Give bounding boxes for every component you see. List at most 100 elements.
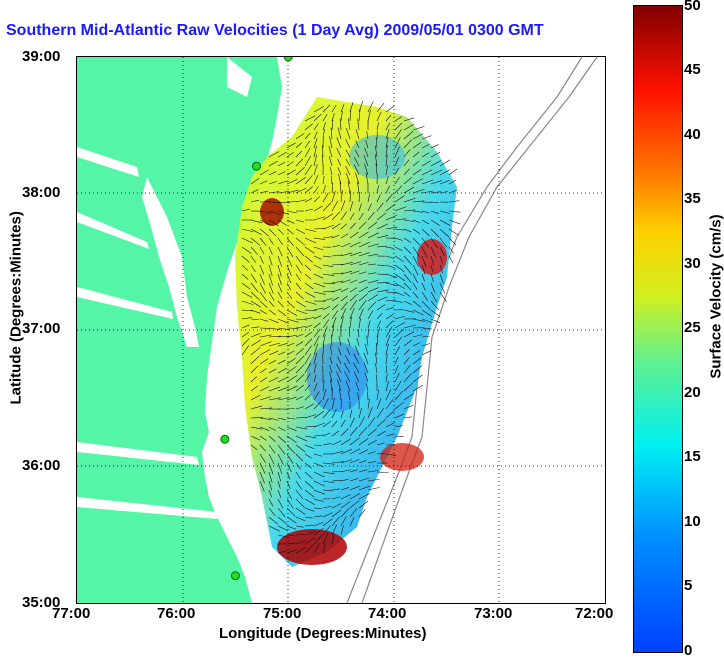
velocity-vector [331,211,341,221]
velocity-vector [277,426,286,432]
velocity-vector [421,144,430,149]
velocity-vector [403,139,412,149]
velocity-vector [358,509,366,518]
gridlines [77,57,605,603]
velocity-vector [304,115,316,122]
isobath [361,57,598,603]
velocity-vector [286,273,292,284]
velocity-vector [385,136,389,149]
velocity-vector [430,300,440,311]
velocity-vector [403,264,412,275]
velocity-vector [286,498,294,509]
velocity-vector [349,485,360,491]
velocity-vector [241,255,250,263]
velocity-vector [304,345,312,356]
velocity-vector [331,516,340,527]
velocity-vector [331,503,342,509]
velocity-vector [375,137,378,149]
velocity-vector [295,158,304,167]
velocity-vector [340,487,350,491]
velocity-vector [259,246,265,255]
velocity-vector [304,148,311,158]
velocity-vector [286,246,294,258]
velocity-vector [250,435,261,441]
velocity-vector [322,290,335,293]
velocity-vector [376,304,386,311]
velocity-vector [277,210,290,215]
velocity-vector [421,300,431,310]
velocity-vector [313,527,324,536]
xtick: 75:00 [263,605,302,622]
velocity-vector [367,451,376,455]
velocity-vector [259,169,269,176]
velocity-vector [394,425,403,428]
velocity-vector [412,200,425,203]
velocity-vector [286,516,297,524]
velocity-vector [304,462,312,469]
velocity-vector [268,368,277,374]
velocity-vector [259,349,271,356]
velocity-vector [286,282,292,291]
velocity-vector [349,507,358,518]
velocity-vector [304,237,317,244]
velocity-vector [259,480,265,492]
velocity-vector [367,407,373,419]
velocity-vector [286,169,296,176]
velocity-vector [286,189,299,194]
velocity-vector [358,318,361,329]
velocity-vector [374,145,378,158]
velocity-vector [331,524,337,536]
velocity-vector [331,397,335,410]
velocity-vector [366,131,369,140]
velocity-vector [259,417,272,420]
velocity-vector [250,309,261,314]
velocity-vector [268,219,279,227]
velocity-vector [394,129,402,140]
velocity-vector [367,101,374,113]
velocity-vector [241,324,250,329]
velocity-vector [259,386,270,392]
colorbar-tick: 25 [684,319,701,336]
velocity-vector [340,525,344,536]
velocity-vector [268,480,273,491]
map-plot-area[interactable] [76,56,606,604]
velocity-vector [313,543,320,554]
velocity-vector [295,264,302,274]
velocity-vector [250,318,259,321]
velocity-vector [268,191,280,194]
velocity-vector [322,543,326,554]
velocity-vector [358,426,368,437]
velocity-vector [331,430,339,437]
low-velocity-patch [307,342,367,412]
velocity-vector [295,426,308,430]
velocity-vector [349,448,361,455]
velocity-vector [349,212,355,221]
velocity-vector [313,145,317,158]
velocity-vector [331,534,335,545]
velocity-vector [259,180,268,185]
velocity-vector [340,211,347,221]
velocity-vector [430,169,443,176]
velocity-vector [376,452,386,455]
velocity-vector [250,405,263,410]
velocity-vector [349,279,358,284]
velocity-vector [322,264,334,268]
velocity-vector [322,489,333,492]
velocity-vector [304,403,315,410]
velocity-vector [250,394,261,401]
velocity-vector [439,282,446,294]
velocity-vector [349,293,358,302]
velocity-vector [295,228,306,235]
velocity-vector [376,223,388,230]
velocity-field [235,97,457,567]
velocity-vector [250,273,257,283]
velocity-vector [268,309,276,316]
velocity-vector [322,104,331,113]
velocity-vector [385,365,388,374]
velocity-vector [304,537,315,545]
velocity-vector [313,174,319,185]
velocity-vector [403,168,410,176]
velocity-vector [331,288,342,293]
velocity-vector [349,426,358,437]
velocity-vector [367,221,378,230]
